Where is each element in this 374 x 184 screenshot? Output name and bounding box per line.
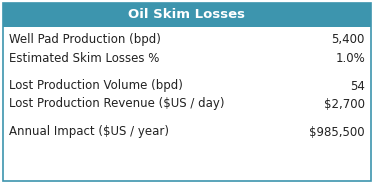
Text: Oil Skim Losses: Oil Skim Losses <box>129 8 245 22</box>
Text: 1.0%: 1.0% <box>335 52 365 65</box>
Text: $985,500: $985,500 <box>309 125 365 139</box>
Text: Estimated Skim Losses %: Estimated Skim Losses % <box>9 52 159 65</box>
Text: Annual Impact ($US / year): Annual Impact ($US / year) <box>9 125 169 139</box>
Text: Well Pad Production (bpd): Well Pad Production (bpd) <box>9 33 161 47</box>
Text: Lost Production Revenue ($US / day): Lost Production Revenue ($US / day) <box>9 98 224 111</box>
Text: $2,700: $2,700 <box>324 98 365 111</box>
Bar <box>3 3 371 27</box>
Text: 54: 54 <box>350 79 365 93</box>
Text: 5,400: 5,400 <box>332 33 365 47</box>
Text: Lost Production Volume (bpd): Lost Production Volume (bpd) <box>9 79 183 93</box>
